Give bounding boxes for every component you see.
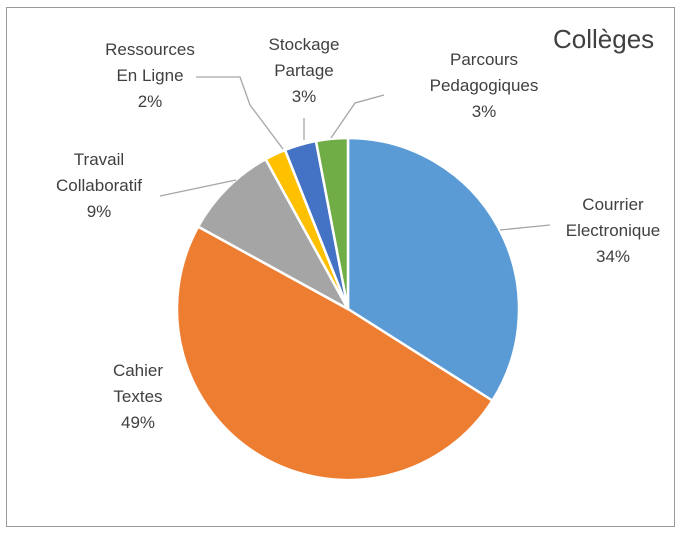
leader-lines bbox=[159, 76, 551, 231]
slice-label-ressources-en-ligne: Ressources En Ligne 2% bbox=[105, 40, 195, 111]
slice-label-line: Pedagogiques bbox=[430, 76, 539, 95]
slice-percent: 3% bbox=[292, 87, 317, 106]
slice-label-line: Collaboratif bbox=[56, 176, 142, 195]
slice-labels: Courrier Electronique 34% Cahier Textes 49% Tr… bbox=[56, 35, 660, 432]
slice-percent: 49% bbox=[121, 413, 155, 432]
leader-line-parcours-pedagogiques bbox=[330, 94, 385, 139]
slice-label-cahier-textes: Cahier Textes 49% bbox=[113, 361, 163, 432]
slice-percent: 2% bbox=[138, 92, 163, 111]
slice-label-line: Textes bbox=[113, 387, 162, 406]
slice-label-parcours-pedagogiques: Parcours Pedagogiques 3% bbox=[430, 50, 539, 121]
leader-line-travail-collaboratif bbox=[159, 179, 237, 197]
slice-label-line: Stockage bbox=[269, 35, 340, 54]
slice-label-line: Ressources bbox=[105, 40, 195, 59]
pie-slice-cahier-textes bbox=[175, 225, 494, 482]
slice-label-travail-collaboratif: Travail Collaboratif 9% bbox=[56, 150, 142, 221]
chart-title: Collèges bbox=[553, 24, 654, 54]
slice-label-stockage-partage: Stockage Partage 3% bbox=[269, 35, 340, 106]
slice-label-line: En Ligne bbox=[116, 66, 183, 85]
slice-label-courrier-electronique: Courrier Electronique 34% bbox=[566, 195, 661, 266]
slice-label-line: Partage bbox=[274, 61, 334, 80]
pie-slices bbox=[175, 136, 521, 482]
leader-line-courrier-electronique bbox=[499, 224, 551, 231]
pie-slice-parcours-pedagogiques bbox=[314, 136, 350, 311]
pie-slice-travail-collaboratif bbox=[196, 157, 350, 311]
slice-label-line: Electronique bbox=[566, 221, 661, 240]
slice-label-line: Parcours bbox=[450, 50, 518, 69]
slice-label-line: Travail bbox=[74, 150, 124, 169]
slice-label-line: Courrier bbox=[582, 195, 644, 214]
slice-label-line: Cahier bbox=[113, 361, 163, 380]
slice-percent: 34% bbox=[596, 247, 630, 266]
slice-percent: 9% bbox=[87, 202, 112, 221]
slice-percent: 3% bbox=[472, 102, 497, 121]
leader-line-ressources-en-ligne bbox=[196, 76, 284, 150]
